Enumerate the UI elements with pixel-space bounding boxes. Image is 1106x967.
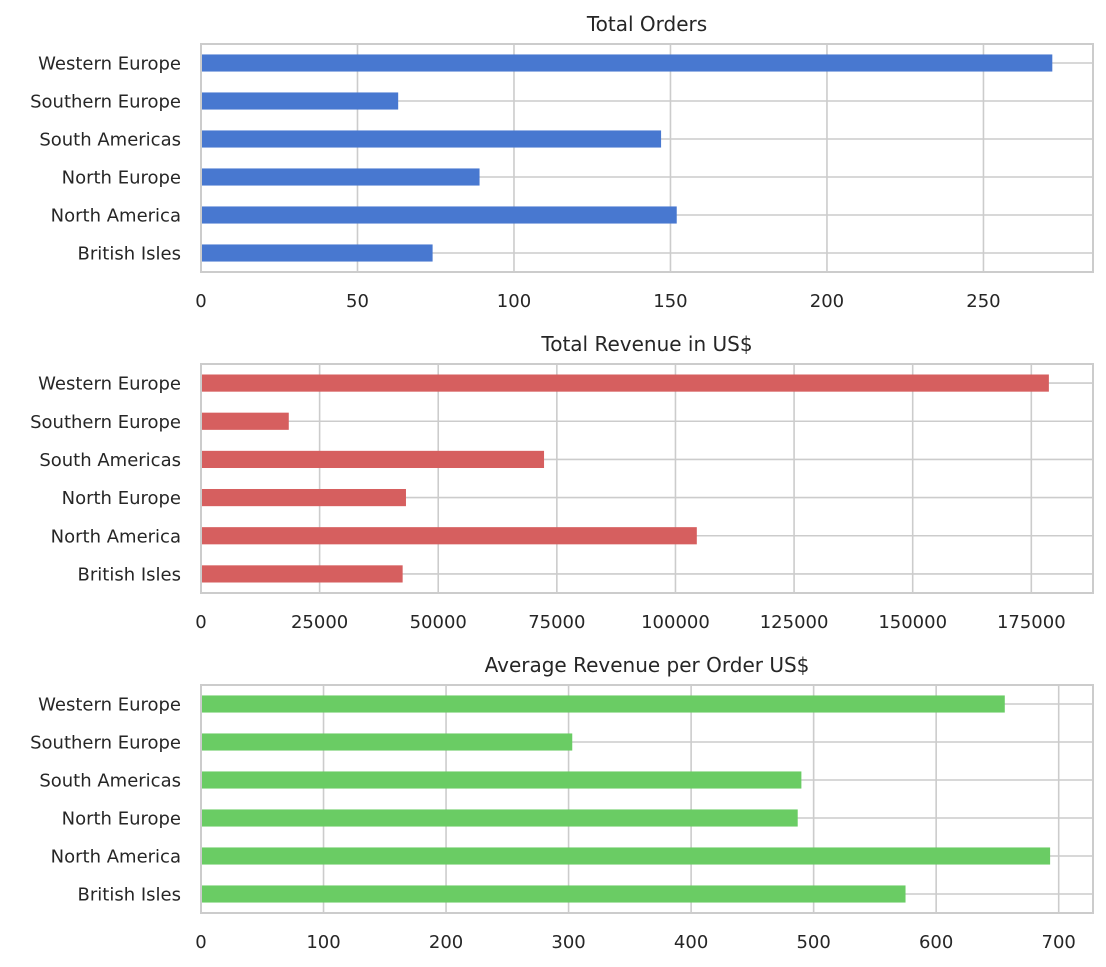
- x-tick-label: 250: [966, 291, 1000, 312]
- y-tick-label: Western Europe: [38, 54, 181, 75]
- bar-southern-europe: [201, 733, 573, 751]
- plot-frame: [200, 43, 1094, 273]
- x-tick-label: 125000: [760, 612, 829, 633]
- x-tick-label: 25000: [291, 612, 348, 633]
- bar-south-americas: [201, 771, 802, 789]
- y-tick-label: North America: [51, 526, 181, 547]
- x-tick-label: 500: [796, 932, 830, 953]
- bar-north-europe: [201, 809, 798, 827]
- y-tick-label: South Americas: [39, 771, 181, 792]
- y-tick-label: Western Europe: [38, 374, 181, 395]
- bar-british-isles: [201, 565, 403, 583]
- x-tick-label: 150: [653, 291, 687, 312]
- y-tick-label: British Isles: [78, 244, 181, 265]
- bar-north-america: [201, 206, 677, 224]
- y-tick-label: Southern Europe: [30, 412, 181, 433]
- bar-north-america: [201, 847, 1051, 865]
- x-tick-label: 100000: [641, 612, 710, 633]
- y-tick-label: North America: [51, 206, 181, 227]
- plot-frame: [200, 363, 1094, 594]
- x-tick-label: 0: [195, 291, 206, 312]
- y-tick-label: North Europe: [62, 809, 181, 830]
- bar-british-isles: [201, 885, 906, 903]
- x-tick-label: 0: [195, 932, 206, 953]
- y-tick-label: North Europe: [62, 488, 181, 509]
- bar-south-americas: [201, 450, 545, 469]
- x-tick-label: 600: [919, 932, 953, 953]
- x-tick-label: 150000: [878, 612, 947, 633]
- bar-western-europe: [201, 54, 1053, 72]
- y-tick-label: South Americas: [39, 450, 181, 471]
- y-tick-label: North Europe: [62, 168, 181, 189]
- y-tick-label: North America: [51, 847, 181, 868]
- bar-western-europe: [201, 695, 1005, 713]
- x-tick-label: 175000: [997, 612, 1066, 633]
- x-tick-label: 50000: [410, 612, 467, 633]
- y-tick-label: South Americas: [39, 130, 181, 151]
- x-tick-label: 200: [429, 932, 463, 953]
- plot-frame: [200, 684, 1094, 914]
- chart-title: Total Orders: [586, 12, 707, 36]
- x-tick-label: 75000: [528, 612, 585, 633]
- bar-north-europe: [201, 488, 406, 507]
- chart-title: Average Revenue per Order US$: [485, 653, 810, 677]
- x-tick-label: 200: [810, 291, 844, 312]
- chart-title: Total Revenue in US$: [540, 332, 752, 356]
- bar-western-europe: [201, 374, 1049, 392]
- x-tick-label: 50: [346, 291, 369, 312]
- x-tick-label: 100: [306, 932, 340, 953]
- bar-north-america: [201, 527, 697, 545]
- x-tick-label: 0: [195, 612, 206, 633]
- bar-british-isles: [201, 244, 433, 262]
- y-tick-label: Western Europe: [38, 695, 181, 716]
- y-tick-label: Southern Europe: [30, 92, 181, 113]
- y-tick-label: British Isles: [78, 885, 181, 906]
- y-tick-label: British Isles: [78, 564, 181, 585]
- x-tick-label: 100: [497, 291, 531, 312]
- y-tick-label: Southern Europe: [30, 733, 181, 754]
- bar-southern-europe: [201, 92, 399, 110]
- bar-southern-europe: [201, 412, 289, 430]
- x-tick-label: 300: [551, 932, 585, 953]
- x-tick-label: 400: [674, 932, 708, 953]
- bar-north-europe: [201, 168, 480, 186]
- bar-south-americas: [201, 130, 662, 148]
- x-tick-label: 700: [1042, 932, 1076, 953]
